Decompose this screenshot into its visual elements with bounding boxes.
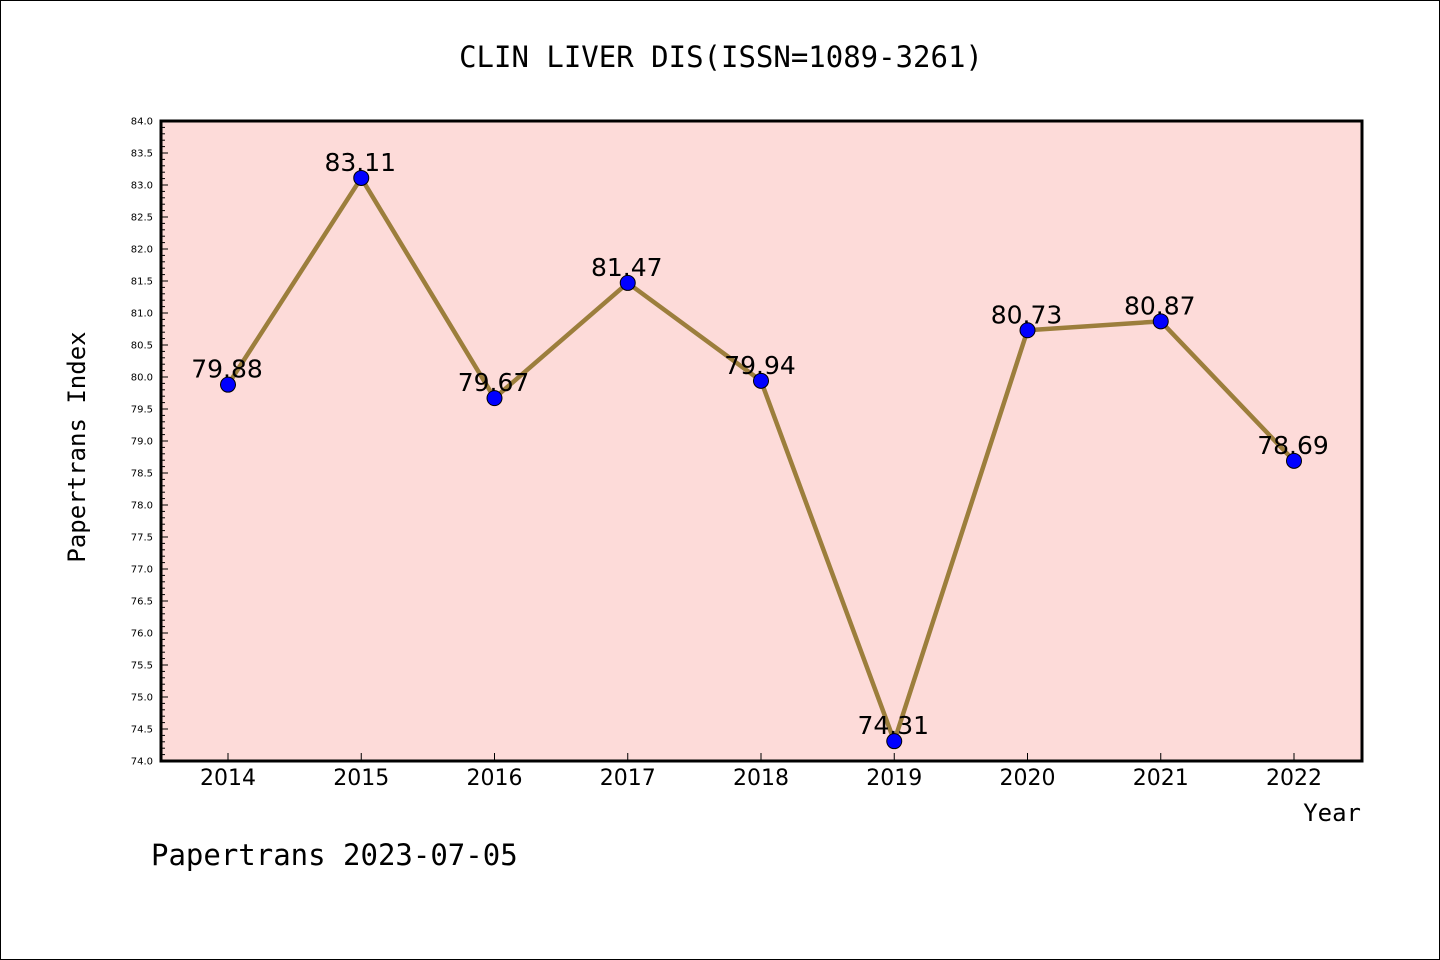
y-tick-label: 79.5: [131, 405, 153, 416]
x-tick-label: 2017: [600, 766, 656, 791]
x-tick-label: 2014: [200, 766, 256, 791]
y-tick-label: 78.0: [131, 501, 153, 512]
y-axis: 74.0 74.5 75.0 75.5 76.0 76.5 77.0 77.5 78.0 78.5…: [131, 117, 168, 768]
plot-area: [159, 119, 1364, 763]
y-tick-label: 75.5: [131, 661, 153, 672]
data-label: 83.11: [324, 148, 396, 177]
data-point: [1019, 322, 1036, 339]
data-label: 74.31: [857, 711, 929, 740]
y-tick-label: 81.0: [131, 309, 153, 320]
x-tick-label: 2016: [467, 766, 523, 791]
data-labels: 79.88 83.11 79.67 81.47 79.94 74.31 80.73 80.87…: [191, 148, 1329, 740]
data-point: [619, 274, 636, 291]
y-tick-label: 76.5: [131, 597, 153, 608]
data-point: [486, 390, 503, 407]
y-tick-label: 79.0: [131, 437, 153, 448]
y-tick-label: 74.5: [131, 725, 153, 736]
y-tick-label: 74.0: [131, 757, 153, 768]
y-tick-label: 80.0: [131, 373, 153, 384]
y-tick-label: 83.5: [131, 149, 153, 160]
series-papertrans-index: [220, 169, 1302, 750]
y-axis-title: Papertrans Index: [63, 331, 91, 562]
data-point: [753, 372, 769, 389]
y-tick-label: 82.5: [131, 213, 153, 224]
x-tick-label: 2020: [1000, 766, 1056, 791]
data-label: 79.67: [458, 368, 530, 397]
data-label: 79.88: [191, 355, 263, 384]
x-axis: 2014 2015 2016 2017 2018 2019 2020 2021 2022: [200, 753, 1322, 791]
x-tick-label: 2021: [1133, 766, 1189, 791]
data-label: 81.47: [591, 253, 663, 282]
y-tick-label: 76.0: [131, 629, 153, 640]
x-axis-title: Year: [1303, 799, 1361, 827]
footer-watermark: Papertrans 2023-07-05: [151, 838, 518, 872]
y-tick-label: 75.0: [131, 693, 153, 704]
y-tick-label: 83.0: [131, 181, 153, 192]
y-tick-label: 77.0: [131, 565, 153, 576]
data-label: 78.69: [1257, 431, 1329, 460]
y-tick-label: 77.5: [131, 533, 153, 544]
data-point: [220, 376, 236, 393]
x-tick-label: 2015: [333, 766, 389, 791]
chart-title: CLIN LIVER DIS(ISSN=1089-3261): [459, 40, 983, 74]
data-point: [886, 733, 903, 750]
x-tick-label: 2019: [866, 766, 922, 791]
data-point: [1286, 452, 1302, 469]
x-tick-label: 2022: [1266, 766, 1322, 791]
data-label: 80.73: [991, 300, 1063, 329]
data-point: [1152, 313, 1169, 330]
data-label: 79.94: [724, 351, 796, 380]
data-label: 80.87: [1124, 291, 1196, 320]
y-tick-label: 84.0: [131, 117, 153, 128]
y-tick-label: 82.0: [131, 245, 153, 256]
y-tick-label: 81.5: [131, 277, 153, 288]
y-tick-label: 80.5: [131, 341, 153, 352]
data-point: [353, 169, 370, 186]
y-tick-label: 78.5: [131, 469, 153, 480]
x-tick-label: 2018: [733, 766, 789, 791]
